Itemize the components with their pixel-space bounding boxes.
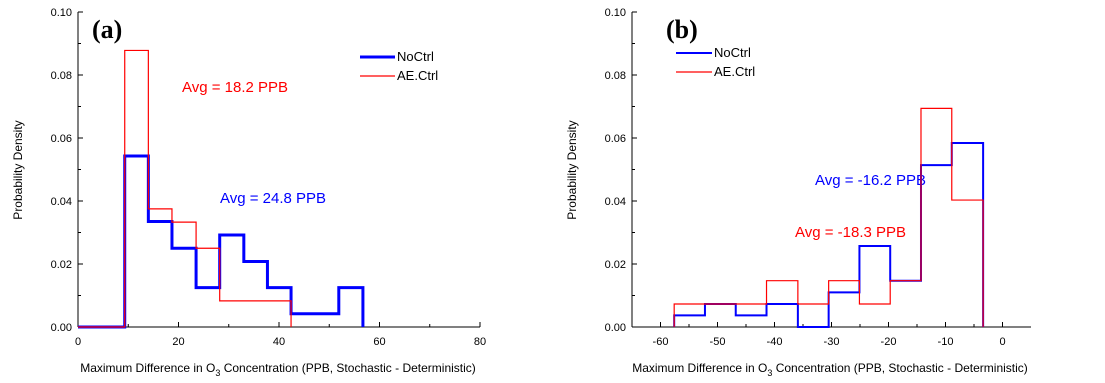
x-tick-label-b: -20 — [881, 336, 897, 348]
x-tick-label-a: 40 — [273, 336, 285, 348]
y-tick-label-b: 0.10 — [605, 7, 626, 19]
x-tick-label-a: 80 — [474, 336, 486, 348]
x-tick-label-b: -50 — [710, 336, 726, 348]
y-axis-label-b: Probability Density — [565, 120, 579, 219]
y-axis-label-a: Probability Density — [11, 120, 25, 219]
series-step-aectrl-a — [78, 49, 292, 328]
x-tick-label-b: -60 — [653, 336, 669, 348]
legend-label-aectrl-a: AE.Ctrl — [397, 68, 438, 83]
y-tick-label-b: 0.08 — [605, 70, 626, 82]
x-axis-label-a: Maximum Difference in O3 Concentration (… — [80, 361, 476, 378]
y-tick-label-b: 0.04 — [605, 196, 626, 208]
y-tick-label-b: 0.06 — [605, 133, 626, 145]
panel-label-a: (a) — [92, 15, 122, 44]
x-tick-label-b: -40 — [767, 336, 783, 348]
y-tick-label-a: 0.08 — [51, 70, 72, 82]
chart-panel-b: (b) Probability Density Maximum Differen… — [565, 7, 1031, 378]
y-tick-label-a: 0.04 — [51, 196, 72, 208]
y-tick-label-a: 0.10 — [51, 7, 72, 19]
x-tick-label-b: -30 — [824, 336, 840, 348]
panel-label-b: (b) — [666, 15, 698, 44]
x-axis-label-b: Maximum Difference in O3 Concentration (… — [632, 361, 1028, 378]
x-tick-label-a: 60 — [373, 336, 385, 348]
legend-label-noctrl-a: NoCtrl — [397, 49, 434, 64]
annotation-avg-aectrl-b: Avg = -18.3 PPB — [795, 224, 906, 241]
y-tick-label-a: 0.02 — [51, 259, 72, 271]
annotation-avg-noctrl-a: Avg = 24.8 PPB — [220, 190, 326, 207]
x-tick-label-a: 0 — [75, 336, 81, 348]
legend-label-noctrl-b: NoCtrl — [714, 45, 751, 60]
legend-a: NoCtrl AE.Ctrl — [360, 49, 438, 83]
y-tick-label-a: 0.06 — [51, 133, 72, 145]
legend-b: NoCtrl AE.Ctrl — [676, 45, 755, 79]
chart-panel-a: (a) Probability Density Maximum Differen… — [11, 7, 486, 378]
y-tick-label-b: 0.02 — [605, 259, 626, 271]
x-tick-label-b: 0 — [999, 336, 1005, 348]
y-tick-label-a: 0.00 — [51, 322, 72, 334]
annotation-avg-aectrl-a: Avg = 18.2 PPB — [182, 79, 288, 96]
series-step-aectrl-b — [673, 107, 984, 327]
annotation-avg-noctrl-b: Avg = -16.2 PPB — [815, 172, 926, 189]
x-tick-label-b: -10 — [938, 336, 954, 348]
legend-label-aectrl-b: AE.Ctrl — [714, 64, 755, 79]
y-tick-label-b: 0.00 — [605, 322, 626, 334]
x-tick-label-a: 20 — [172, 336, 184, 348]
